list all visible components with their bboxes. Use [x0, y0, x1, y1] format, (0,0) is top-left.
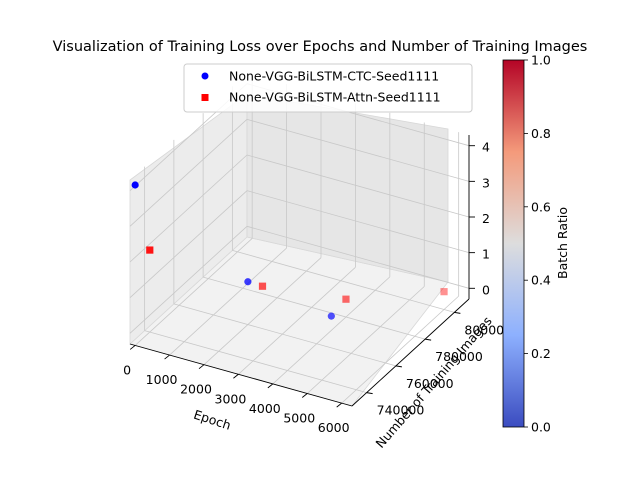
y-tick-label: 740000 — [377, 403, 425, 418]
legend-box — [183, 63, 473, 113]
y-gridline — [144, 330, 367, 394]
y-axis-line — [351, 298, 470, 407]
z-tick-label: 1 — [482, 247, 490, 262]
z-tick-label: 0 — [482, 282, 490, 297]
x-tick-label: 1000 — [146, 372, 178, 387]
legend: None-VGG-BiLSTM-CTC-Seed1111 None-VGG-Bi… — [183, 63, 473, 113]
x-tick-mark — [301, 393, 308, 398]
pane-back — [246, 93, 449, 283]
axis-edges — [129, 135, 475, 408]
y-tick-mark — [366, 392, 373, 395]
x-tick-label: 4000 — [249, 401, 281, 416]
y-tick-label: 780000 — [435, 349, 483, 364]
z-tick-label: 4 — [482, 140, 490, 155]
x-tick-mark — [233, 373, 239, 379]
x-tick-mark — [164, 354, 170, 360]
x-axis-line — [129, 343, 353, 407]
chart-title: Visualization of Training Loss over Epoc… — [53, 39, 588, 55]
y-gridline — [203, 276, 426, 340]
legend-label-ctc: None-VGG-BiLSTM-CTC-Seed1111 — [229, 69, 439, 84]
scatter-point-series-1 — [440, 288, 448, 296]
z-tick-label: 2 — [482, 211, 490, 226]
colorbar-label: Batch Ratio — [555, 207, 570, 279]
x-tick-label: 0 — [123, 362, 131, 377]
x-tick-label: 2000 — [180, 382, 212, 397]
y-tick-label: 760000 — [406, 376, 454, 391]
colorbar-tick-label: 1.0 — [531, 53, 551, 68]
x-gridline — [169, 247, 287, 356]
y-tick-mark — [395, 365, 402, 368]
scatter-point-series-0 — [327, 312, 335, 320]
scatter-point-series-0 — [244, 278, 252, 286]
colorbar-tick-label: 0.4 — [531, 273, 551, 288]
z-gridline — [246, 118, 470, 182]
x-gridline — [272, 276, 391, 385]
x-gridline — [134, 238, 253, 346]
z-gridline — [129, 154, 248, 263]
x-gridline — [238, 266, 356, 375]
z-gridline — [246, 154, 470, 218]
legend-marker-attn — [201, 94, 209, 101]
x-gridline — [306, 286, 425, 394]
y-tick-mark — [454, 311, 461, 314]
colorbar-ticks: 0.0 0.2 0.4 0.6 0.8 1.0 — [524, 53, 551, 435]
x-tick-mark — [129, 345, 136, 350]
colorbar-gradient — [502, 59, 525, 428]
x-gridline — [341, 295, 459, 404]
data-points — [131, 181, 448, 320]
x-tick-label: 6000 — [318, 420, 350, 435]
scatter-point-series-0 — [131, 181, 139, 189]
colorbar-tick-label: 0.0 — [531, 420, 551, 435]
colorbar-tick-label: 0.8 — [531, 126, 551, 141]
z-gridline — [129, 226, 248, 334]
colorbar-tick-label: 0.6 — [531, 199, 551, 214]
scatter-point-series-1 — [146, 246, 154, 254]
y-tick-mark — [425, 338, 432, 341]
y-gridline — [173, 303, 396, 367]
colorbar: 0.0 0.2 0.4 0.6 0.8 1.0 Batch Ratio — [502, 53, 570, 435]
scatter-point-series-1 — [258, 282, 267, 290]
z-tick-label: 3 — [482, 175, 490, 190]
scatter-point-series-1 — [342, 295, 350, 303]
colorbar-tick-label: 0.2 — [531, 346, 551, 361]
z-gridline — [246, 225, 470, 289]
legend-label-attn: None-VGG-BiLSTM-Attn-Seed1111 — [229, 90, 441, 105]
x-tick-label: 3000 — [215, 391, 247, 406]
x-tick-mark — [198, 364, 205, 370]
x-tick-mark — [267, 383, 274, 389]
x-tick-label: 5000 — [283, 411, 315, 426]
y-gridline — [232, 249, 455, 313]
z-gridline — [129, 119, 248, 227]
x-axis-label: Epoch — [192, 407, 233, 433]
x-tick-mark — [336, 402, 342, 408]
y-tick-label: 800000 — [464, 322, 512, 337]
x-gridline — [203, 257, 322, 365]
z-gridline — [246, 190, 470, 254]
z-gridline — [129, 190, 248, 298]
legend-marker-ctc — [201, 72, 209, 80]
